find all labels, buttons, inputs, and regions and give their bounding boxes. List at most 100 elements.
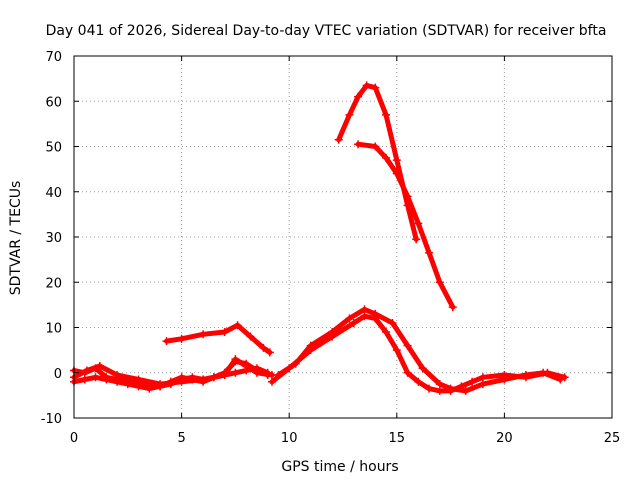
data-point: [412, 235, 421, 244]
data-point: [382, 110, 391, 119]
data-point: [231, 355, 240, 364]
y-tick-label: 50: [45, 141, 62, 156]
data-point: [177, 377, 186, 386]
series-track-d: [162, 321, 274, 357]
data-point: [252, 368, 261, 377]
data-point: [360, 312, 369, 321]
data-point: [371, 309, 380, 318]
data-point: [177, 334, 186, 343]
data-point: [478, 380, 487, 389]
data-point: [231, 368, 240, 377]
tick-layer: 0 5 10 15 20 25 -10 0 10 20 30 40 50 60 70: [41, 50, 621, 446]
data-point: [403, 341, 412, 350]
y-tick-label: 20: [45, 276, 62, 291]
data-point: [134, 375, 143, 384]
data-point: [539, 368, 548, 377]
data-point: [392, 169, 401, 178]
y-tick-label: -10: [41, 412, 62, 427]
data-point: [362, 81, 371, 90]
data-point: [478, 373, 487, 382]
data-point: [556, 375, 565, 384]
data-point: [328, 328, 337, 337]
data-point: [145, 384, 154, 393]
data-point: [199, 330, 208, 339]
data-point: [500, 375, 509, 384]
x-tick-label: 0: [70, 431, 78, 446]
data-point: [246, 332, 255, 341]
data-point: [95, 361, 104, 370]
x-tick-label: 15: [389, 431, 406, 446]
data-point: [521, 371, 530, 380]
data-point: [418, 364, 427, 373]
x-axis-label: GPS time / hours: [281, 459, 398, 475]
y-tick-label: 0: [54, 367, 62, 382]
data-point: [392, 346, 401, 355]
series-track-e: [267, 312, 569, 395]
data-point: [354, 92, 363, 101]
series-layer: [70, 81, 569, 395]
data-point: [291, 359, 300, 368]
y-tick-label: 60: [45, 95, 62, 110]
x-tick-label: 5: [177, 431, 185, 446]
x-tick-label: 10: [281, 431, 298, 446]
x-tick-label: 20: [496, 431, 513, 446]
series-line: [336, 82, 419, 242]
data-point: [220, 371, 229, 380]
data-point: [156, 380, 165, 389]
data-point: [334, 135, 343, 144]
series-track-f: [274, 305, 565, 395]
data-point: [259, 343, 268, 352]
data-point: [274, 371, 283, 380]
data-point: [425, 384, 434, 393]
series-line: [164, 322, 273, 355]
data-point: [102, 375, 111, 384]
data-point: [414, 377, 423, 386]
data-point: [123, 380, 132, 389]
data-point: [113, 377, 122, 386]
data-point: [461, 386, 470, 395]
data-point: [446, 384, 455, 393]
series-track-g: [334, 81, 421, 244]
y-tick-label: 10: [45, 322, 62, 337]
y-tick-label: 40: [45, 186, 62, 201]
data-point: [360, 305, 369, 314]
data-point: [414, 219, 423, 228]
series-track-h: [354, 140, 457, 312]
data-point: [468, 377, 477, 386]
data-point: [265, 348, 274, 357]
y-axis-label: SDTVAR / TECUs: [8, 181, 24, 296]
data-point: [345, 110, 354, 119]
data-point: [435, 380, 444, 389]
data-point: [403, 368, 412, 377]
data-point: [382, 153, 391, 162]
data-point: [134, 382, 143, 391]
data-point: [113, 371, 122, 380]
data-point: [91, 373, 100, 382]
x-tick-label: 25: [604, 431, 621, 446]
data-point: [220, 328, 229, 337]
data-point: [306, 341, 315, 350]
data-point: [448, 303, 457, 312]
y-tick-label: 30: [45, 231, 62, 246]
data-point: [349, 318, 358, 327]
data-point: [233, 321, 242, 330]
data-point: [162, 337, 171, 346]
data-point: [199, 375, 208, 384]
y-tick-label: 70: [45, 50, 62, 65]
data-point: [267, 377, 276, 386]
data-point: [560, 373, 569, 382]
data-point: [425, 248, 434, 257]
data-point: [392, 156, 401, 165]
data-point: [371, 83, 380, 92]
data-point: [403, 192, 412, 201]
data-point: [382, 328, 391, 337]
data-point: [80, 375, 89, 384]
data-point: [388, 318, 397, 327]
grid-layer: [74, 56, 612, 418]
data-point: [435, 386, 444, 395]
data-point: [435, 278, 444, 287]
chart-title: Day 041 of 2026, Sidereal Day-to-day VTE…: [46, 23, 607, 39]
data-point: [354, 140, 363, 149]
data-point: [242, 361, 251, 370]
